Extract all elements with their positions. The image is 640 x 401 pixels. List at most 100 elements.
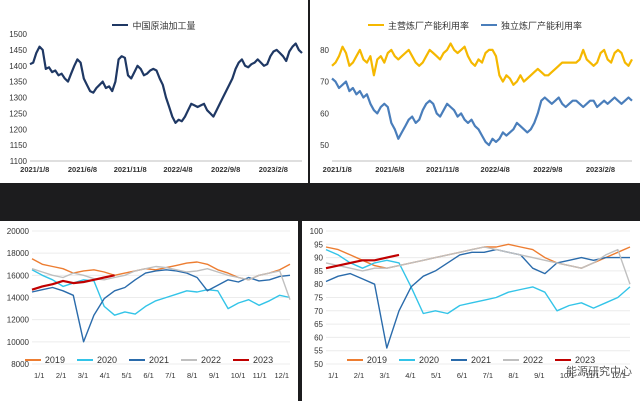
legend-label: 独立炼厂产能利用率 <box>501 20 583 31</box>
y-tick-label: 1150 <box>10 141 28 150</box>
y-tick-label: 1350 <box>9 78 27 87</box>
x-tick-label: 2021/11/8 <box>114 165 147 174</box>
x-tick-label: 7/1 <box>165 371 175 380</box>
legend-item: 主营炼厂产能利用率 <box>367 19 469 32</box>
chart-svg-3: 50 55 60 65 70 75 80 85 90 95 100 1/1 2/1 3/1 4/1 5/1 6/… <box>310 227 631 380</box>
y-tick-label: 16000 <box>7 271 30 280</box>
x-tick-label: 2021/6/8 <box>375 165 404 174</box>
y-tick-label: 1200 <box>9 125 27 134</box>
series-line-0 <box>29 42 303 125</box>
legend-swatch <box>367 24 384 26</box>
y-tick-label: 60 <box>314 333 323 342</box>
y-tick-label: 1400 <box>9 62 27 71</box>
legend-item: 2022 <box>181 355 221 365</box>
legend-swatch <box>181 359 198 361</box>
legend-row-1: 主营炼厂产能利用率 独立炼厂产能利用率 <box>310 18 640 32</box>
legend-label: 2023 <box>253 355 274 365</box>
y-tick-label: 10000 <box>7 338 30 347</box>
legend-item: 2021 <box>450 355 492 365</box>
legend-swatch <box>76 359 93 361</box>
legend-label: 2019 <box>366 355 387 365</box>
x-tick-label: 6/1 <box>457 371 467 380</box>
legend-item: 2023 <box>555 355 595 365</box>
y-tick-label: 14000 <box>7 294 30 303</box>
legend-label: 2020 <box>96 355 117 365</box>
legend-swatch <box>24 359 41 361</box>
legend-item: 2021 <box>128 355 169 365</box>
legend-swatch <box>481 24 497 26</box>
y-tick-label: 50 <box>314 360 323 369</box>
chart-panel-seasonal-volume: 8000 10000 12000 14000 16000 18000 20000 1/1 2/1… <box>0 221 298 401</box>
series-line-2019 <box>31 258 291 281</box>
x-tick-label: 3/1 <box>380 371 390 380</box>
legend-label: 2019 <box>44 355 65 365</box>
y-tick-label: 8000 <box>11 360 29 369</box>
x-tick-label: 3/1 <box>78 371 88 380</box>
x-tick-label: 1/1 <box>328 371 338 380</box>
x-tick-label: 2021/1/8 <box>20 165 49 174</box>
chart-svg-0: 1100 1150 1200 1250 1300 1350 1400 1450 1500 2021… <box>9 30 303 174</box>
x-tick-label: 2023/2/8 <box>586 165 615 174</box>
legend-item: 2022 <box>503 355 543 365</box>
legend-item: 2020 <box>76 355 117 365</box>
y-tick-label: 12000 <box>7 316 30 325</box>
y-tick-label: 85 <box>314 267 323 276</box>
y-tick-label: 55 <box>314 347 323 356</box>
y-tick-label: 1450 <box>9 46 27 55</box>
x-tick-label: 2022/9/8 <box>533 165 562 174</box>
y-tick-label: 80 <box>320 46 329 55</box>
y-tick-label: 50 <box>320 141 329 150</box>
x-tick-label: 7/1 <box>483 371 493 380</box>
x-tick-label: 1/1 <box>34 371 44 380</box>
chart-panel-refinery-utilization: 50 60 70 80 2021/1/8 2021/6/8 2021/11/8 2022/4/… <box>310 0 640 183</box>
x-tick-label: 9/1 <box>534 371 544 380</box>
legend-swatch <box>503 359 520 361</box>
legend-swatch <box>128 359 145 361</box>
series-line-2021 <box>31 269 291 343</box>
chart-panel-crude-processing: 1100 1150 1200 1250 1300 1350 1400 1450 1500 2021… <box>0 0 308 183</box>
x-tick-label: 8/1 <box>508 371 518 380</box>
y-tick-label: 70 <box>320 78 329 87</box>
x-tick-label: 2021/11/8 <box>426 165 459 174</box>
x-tick-label: 4/1 <box>405 371 415 380</box>
chart-panel-seasonal-rate: 50 55 60 65 70 75 80 85 90 95 100 1/1 2/1 3/1 4/1 5/1 6/… <box>302 221 640 401</box>
x-tick-label: 4/1 <box>100 371 110 380</box>
legend-item: 独立炼厂产能利用率 <box>481 19 582 32</box>
legend-swatch <box>233 359 250 361</box>
legend-item: 2019 <box>24 355 65 365</box>
legend-row-3: 2019 2020 2021 2022 2023 <box>302 353 640 365</box>
series-line-2022 <box>31 265 291 300</box>
legend-item: 中国原油加工量 <box>112 19 196 32</box>
y-tick-label: 1100 <box>10 157 28 166</box>
x-tick-label: 2/1 <box>354 371 364 380</box>
legend-row-0: 中国原油加工量 <box>0 18 308 32</box>
x-tick-label: 2/1 <box>56 371 66 380</box>
watermark-label: 能源研究中心 <box>566 366 632 378</box>
y-tick-label: 95 <box>314 240 323 249</box>
legend-label: 2022 <box>523 355 544 365</box>
legend-label: 主营炼厂产能利用率 <box>387 20 469 31</box>
legend-row-2: 2019 2020 2021 2022 2023 <box>0 353 298 365</box>
legend-swatch <box>346 359 363 361</box>
x-tick-label: 2022/4/8 <box>163 165 192 174</box>
x-tick-label: 2023/2/8 <box>259 165 288 174</box>
x-tick-label: 2021/6/8 <box>68 165 97 174</box>
y-tick-label: 1300 <box>9 94 27 103</box>
x-tick-label: 11/1 <box>253 371 267 380</box>
x-tick-label: 8/1 <box>187 371 197 380</box>
x-tick-label: 10/1 <box>231 371 246 380</box>
x-tick-label: 11/1 <box>586 371 600 380</box>
legend-swatch <box>112 24 129 26</box>
series-line-2020 <box>31 269 291 316</box>
x-tick-label: 12/1 <box>275 371 290 380</box>
y-tick-label: 80 <box>314 280 323 289</box>
legend-label: 2021 <box>470 355 492 365</box>
x-tick-label: 10/1 <box>560 371 575 380</box>
series-line-2022 <box>325 246 631 285</box>
series-line-0 <box>331 42 633 86</box>
legend-label: 2023 <box>575 355 596 365</box>
y-tick-label: 70 <box>314 307 323 316</box>
y-tick-label: 90 <box>314 254 323 263</box>
legend-item: 2019 <box>346 355 387 365</box>
series-line-1 <box>331 77 633 147</box>
